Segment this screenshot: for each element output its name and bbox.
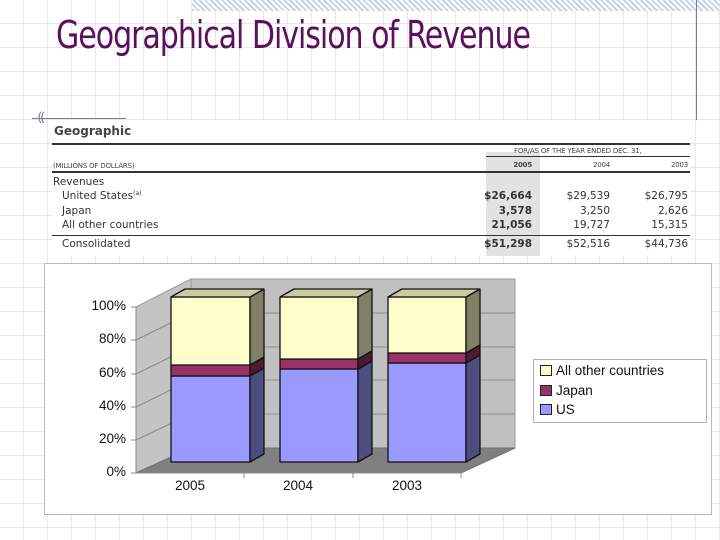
- legend-swatch-icon: [540, 384, 552, 396]
- chart-legend: All other countries Japan US: [533, 359, 707, 423]
- x-category-label: 2004: [282, 478, 314, 493]
- decorative-top-strip: [192, 0, 720, 11]
- legend-item-other: All other countries: [540, 362, 664, 380]
- legend-swatch-icon: [540, 364, 552, 376]
- group-label: Revenues: [53, 176, 105, 188]
- year-header: 2004: [592, 161, 610, 169]
- bar-2004-japan: [279, 358, 359, 370]
- cell-total-2003: $44,736: [644, 238, 688, 250]
- x-category-label: 2005: [174, 478, 206, 493]
- cell-japan-2005: 3,578: [498, 205, 532, 217]
- table-rule: [486, 156, 690, 157]
- bar-2003-japan: [387, 352, 467, 364]
- cell-us-2003: $26,795: [644, 190, 688, 202]
- bar-2004-us: [279, 368, 359, 463]
- y-tick-label: 100%: [91, 298, 126, 313]
- year-header: 2003: [670, 161, 688, 169]
- bar-2005-us: [170, 375, 251, 463]
- table-rule: [52, 143, 690, 145]
- bar-2004-other: [279, 296, 359, 360]
- cell-japan-2003: 2,626: [657, 205, 688, 217]
- y-tick-label: 0%: [106, 464, 126, 479]
- highlight-column-2005: [486, 152, 540, 256]
- cell-other-2003: 15,315: [651, 219, 688, 231]
- table-rule: [52, 235, 690, 236]
- legend-item-us: US: [540, 401, 575, 419]
- bar-2004: [279, 288, 373, 463]
- cell-us-2005: $26,664: [484, 190, 532, 202]
- cell-total-2004: $52,516: [566, 238, 610, 250]
- y-tick-label: 20%: [98, 431, 126, 446]
- row-label-consolidated: Consolidated: [62, 238, 131, 250]
- cell-us-2004: $29,539: [566, 190, 610, 202]
- legend-label: Japan: [556, 383, 593, 398]
- table-rule: [52, 171, 690, 173]
- cell-other-2004: 19,727: [573, 219, 610, 231]
- row-label-us: United States(a): [62, 190, 141, 202]
- bar-2003-other: [387, 296, 467, 354]
- revenue-table: Geographic FOR/AS OF THE YEAR ENDED DEC.…: [52, 120, 690, 256]
- bar-2003: [387, 288, 481, 463]
- slide-title: Geographical Division of Revenue: [56, 13, 531, 57]
- cell-total-2005: $51,298: [484, 238, 532, 250]
- footnote-marker: (a): [133, 190, 142, 197]
- decorative-title-underline: [32, 118, 126, 119]
- year-header: 2005: [513, 161, 532, 169]
- bar-2003-us: [387, 362, 467, 463]
- legend-label: US: [556, 402, 575, 417]
- cell-japan-2004: 3,250: [579, 205, 610, 217]
- units-label: (MILLIONS OF DOLLARS): [53, 162, 135, 170]
- row-label-other: All other countries: [62, 219, 159, 231]
- bar-2005-japan: [170, 364, 251, 377]
- row-label-text: United States: [62, 190, 134, 202]
- y-tick-label: 60%: [98, 365, 126, 380]
- legend-label: All other countries: [556, 363, 665, 378]
- row-label-japan: Japan: [62, 205, 92, 217]
- bar-2005-other: [170, 296, 251, 366]
- bullet-hook-icon: ⸨: [38, 109, 45, 124]
- period-header: FOR/AS OF THE YEAR ENDED DEC. 31,: [514, 147, 642, 155]
- legend-item-japan: Japan: [540, 382, 593, 400]
- decorative-vertical-line: [696, 0, 697, 120]
- y-tick-label: 40%: [98, 398, 126, 413]
- x-category-label: 2003: [391, 478, 423, 493]
- legend-swatch-icon: [540, 403, 552, 415]
- cell-other-2005: 21,056: [491, 219, 532, 231]
- y-tick-label: 80%: [98, 331, 126, 346]
- bar-2005: [170, 288, 265, 463]
- table-section-title: Geographic: [54, 124, 132, 138]
